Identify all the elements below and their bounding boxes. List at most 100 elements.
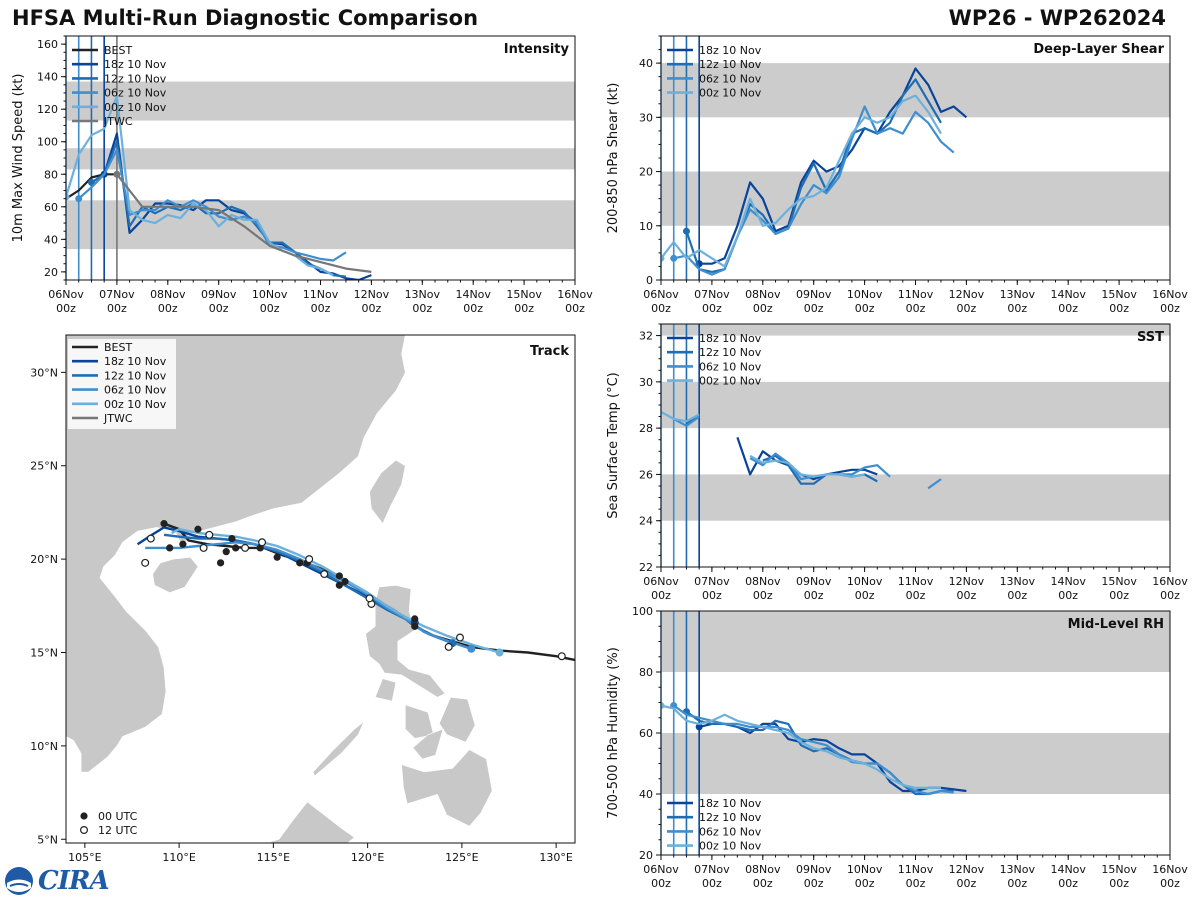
track-point-00utc	[166, 544, 174, 552]
track-xtick-label: 125°E	[445, 851, 478, 864]
shear-xtick-sublabel: 00z	[906, 302, 926, 315]
rh-ytick-label: 100	[632, 605, 653, 618]
shear-xtick-label: 07Nov	[694, 288, 730, 301]
intensity-xtick-sublabel: 00z	[565, 302, 585, 315]
track-legend-label-r06z: 06z 10 Nov	[104, 384, 167, 397]
shear-xtick-label: 08Nov	[745, 288, 781, 301]
rh-xtick-label: 09Nov	[796, 863, 832, 876]
track-point-12utc	[258, 538, 267, 547]
shear-ytick-label: 20	[639, 166, 653, 179]
sst-xtick-label: 14Nov	[1050, 575, 1086, 588]
track-point-12utc	[146, 534, 155, 543]
sst-series-group	[661, 410, 942, 490]
sst-xtick-label: 06Nov	[643, 575, 679, 588]
intensity-ytick-label: 120	[37, 103, 58, 116]
track-point-00utc	[216, 559, 225, 567]
rh-xtick-label: 12Nov	[949, 863, 985, 876]
track-point-00utc	[411, 622, 419, 630]
shear-series-group	[661, 67, 968, 276]
track-map-group	[66, 335, 575, 843]
sst-xtick-label: 11Nov	[898, 575, 934, 588]
track-point-12utc	[365, 594, 374, 603]
track-start-point-r00z	[495, 648, 504, 657]
intensity-ytick-label: 160	[37, 38, 58, 51]
track-point-00utc	[228, 534, 236, 543]
rh-series-group	[661, 702, 967, 796]
sst-series-r00z	[661, 410, 865, 478]
intensity-legend-label-r12z: 12z 10 Nov	[104, 72, 167, 85]
track-marker-legend-12utc-label: 12 UTC	[98, 824, 138, 837]
sst-xtick-sublabel: 00z	[753, 589, 773, 602]
rh-xtick-sublabel: 00z	[957, 877, 977, 890]
shear-legend-label-r12z: 12z 10 Nov	[699, 58, 762, 71]
track-xtick-label: 130°E	[539, 851, 572, 864]
intensity-xtick-sublabel: 00z	[260, 302, 280, 315]
sst-panel: 22242628303206Nov00z07Nov00z08Nov00z09No…	[606, 323, 1188, 602]
track-ytick-label: 10°N	[30, 740, 58, 753]
intensity-ytick-label: 20	[44, 266, 58, 279]
shear-ylabel: 200-850 hPa Shear (kt)	[606, 83, 621, 234]
intensity-init-point-jtwc	[113, 170, 121, 178]
intensity-title: Intensity	[504, 42, 570, 57]
track-legend-label-best: BEST	[104, 341, 132, 354]
rh-xtick-sublabel: 00z	[906, 877, 926, 890]
sst-xtick-sublabel: 00z	[957, 589, 977, 602]
sst-xtick-sublabel: 00z	[804, 589, 824, 602]
shear-xtick-sublabel: 00z	[1007, 302, 1027, 315]
rh-band-1	[661, 611, 1170, 672]
shear-xtick-label: 16Nov	[1152, 288, 1188, 301]
sst-xtick-sublabel: 00z	[651, 589, 671, 602]
track-ytick-label: 5°N	[37, 833, 58, 846]
mainland-land	[66, 335, 406, 773]
intensity-xtick-sublabel: 00z	[56, 302, 76, 315]
sst-ytick-label: 22	[639, 561, 653, 574]
sst-xtick-sublabel: 00z	[906, 589, 926, 602]
rh-ytick-label: 20	[639, 849, 653, 862]
shear-xtick-sublabel: 00z	[804, 302, 824, 315]
intensity-legend-label-jtwc: JTWC	[103, 115, 133, 128]
track-point-00utc	[222, 548, 230, 556]
intensity-xtick-sublabel: 00z	[514, 302, 534, 315]
track-xtick-label: 105°E	[68, 851, 101, 864]
intensity-init-point-r06z	[75, 195, 83, 203]
sst-xtick-label: 16Nov	[1152, 575, 1188, 588]
track-ytick-label: 25°N	[30, 460, 58, 473]
rh-xtick-sublabel: 00z	[855, 877, 875, 890]
sst-ytick-label: 30	[639, 376, 653, 389]
shear-xtick-sublabel: 00z	[1058, 302, 1078, 315]
shear-xtick-label: 10Nov	[847, 288, 883, 301]
intensity-ytick-label: 100	[37, 136, 58, 149]
noaa-logo-icon	[5, 867, 33, 895]
rh-xtick-sublabel: 00z	[702, 877, 722, 890]
intensity-xtick-sublabel: 00z	[209, 302, 229, 315]
rh-series-r18z	[698, 722, 967, 793]
intensity-xtick-label: 15Nov	[506, 288, 542, 301]
sst-xtick-sublabel: 00z	[1058, 589, 1078, 602]
intensity-xtick-label: 09Nov	[201, 288, 237, 301]
track-marker-legend-00utc-label: 00 UTC	[98, 810, 138, 823]
mindoro-land	[374, 678, 397, 702]
track-marker-legend-12utc-icon	[79, 825, 88, 834]
shear-band-1	[661, 63, 1170, 118]
shear-init-point-r06z	[670, 254, 678, 262]
intensity-xtick-sublabel: 00z	[362, 302, 382, 315]
hainan-land	[152, 556, 199, 594]
sst-band-1	[661, 381, 1170, 429]
intensity-xtick-label: 07Nov	[99, 288, 135, 301]
intensity-xtick-sublabel: 00z	[311, 302, 331, 315]
sst-legend-label-r12z: 12z 10 Nov	[699, 346, 762, 359]
rh-xtick-label: 08Nov	[745, 863, 781, 876]
shear-xtick-label: 12Nov	[949, 288, 985, 301]
rh-xtick-sublabel: 00z	[1058, 877, 1078, 890]
sst-xtick-label: 07Nov	[694, 575, 730, 588]
taiwan-land	[369, 459, 406, 525]
sst-series-r18z	[736, 437, 878, 481]
track-marker-legend-00utc-icon	[80, 812, 88, 820]
intensity-series-best	[66, 173, 117, 201]
track-legend-label-r18z: 18z 10 Nov	[104, 355, 167, 368]
storm-id-title: WP26 - WP262024	[948, 6, 1166, 30]
track-legend-label-r12z: 12z 10 Nov	[104, 369, 167, 382]
sst-xtick-label: 10Nov	[847, 575, 883, 588]
intensity-panel: 2040608010012014016006Nov00z07Nov00z08No…	[11, 35, 593, 315]
rh-init-point-r00z	[661, 702, 665, 710]
